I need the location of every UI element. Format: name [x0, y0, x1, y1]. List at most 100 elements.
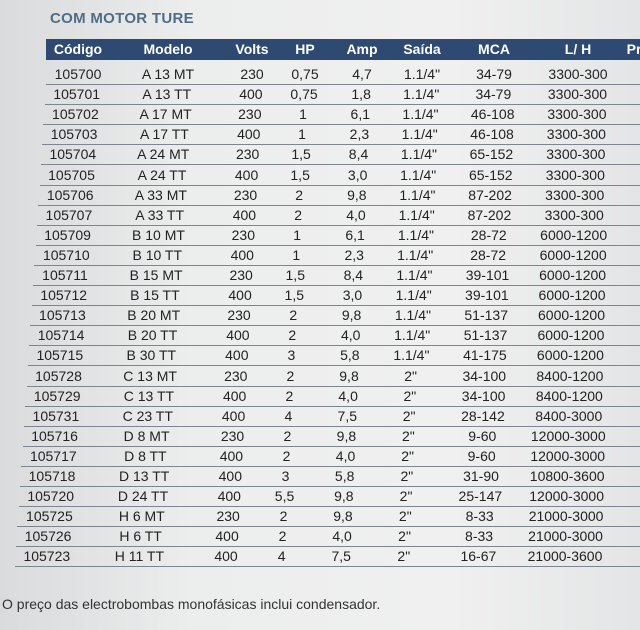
column-header: Modelo [143, 41, 193, 57]
row-line [29, 325, 640, 347]
row-line [31, 285, 640, 307]
cell: 105725 [26, 508, 73, 525]
cell: 105704 [49, 146, 97, 163]
cell: 2" [401, 427, 415, 444]
cell: 8-33 [465, 508, 494, 525]
cell: 2 [295, 186, 304, 203]
cell: 8400-1200 [535, 387, 603, 404]
cell: 65-152 [469, 146, 514, 163]
cell: 105710 [42, 246, 90, 263]
row-line [38, 185, 640, 206]
row-line [44, 84, 640, 106]
cell: 1.1/4" [403, 86, 440, 103]
row-line [21, 446, 640, 467]
cell: 6000-1200 [540, 226, 608, 243]
cell: 1.1/4" [394, 327, 431, 344]
cell: 9,8 [339, 367, 359, 384]
cell: 230 [238, 106, 262, 123]
cell: 1 [299, 106, 307, 123]
cell: A 24 MT [137, 146, 190, 163]
cell: 400 [226, 327, 250, 344]
cell: B 15 MT [129, 267, 183, 283]
column-header: Amp [346, 41, 378, 57]
cell: C 13 MT [123, 367, 177, 384]
cell: 230 [231, 226, 256, 243]
row-line [39, 165, 640, 186]
cell: 3300-300 [547, 86, 608, 103]
cell: 400 [218, 468, 243, 484]
row-line [20, 466, 640, 487]
cell: 9,8 [336, 427, 357, 444]
cell: 5,5 [274, 488, 295, 505]
cell: D 13 TT [119, 468, 170, 484]
row-line [34, 245, 640, 266]
cell: A 13 TT [142, 86, 192, 103]
cell: 105716 [31, 427, 78, 444]
cell: 105731 [32, 407, 80, 424]
cell: 2" [400, 468, 414, 484]
cell: 2" [398, 508, 412, 525]
cell: 28-142 [461, 407, 505, 424]
cell: 46-108 [470, 126, 514, 143]
row-line [46, 64, 640, 85]
cell: A 17 MT [139, 106, 192, 123]
cell: 2 [289, 307, 298, 324]
cell: 105711 [42, 267, 88, 283]
cell: A 33 MT [134, 186, 187, 203]
cell: 1.1/4" [403, 66, 441, 82]
cell: 105709 [44, 226, 91, 243]
cell: D 24 TT [117, 488, 169, 505]
header-bar [46, 39, 640, 60]
cell: 400 [230, 246, 254, 263]
cell: D 8 TT [124, 447, 167, 464]
cell: 4,7 [352, 66, 372, 82]
cell: 3 [287, 347, 296, 364]
cell: 1.1/4" [397, 226, 434, 243]
cell: 3300-300 [544, 206, 604, 223]
cell: 34-100 [461, 387, 506, 404]
cell: 9,8 [334, 488, 354, 505]
cell: 400 [232, 206, 257, 223]
cell: 6000-1200 [536, 347, 604, 364]
cell: 3 [281, 468, 290, 484]
row-line [23, 406, 640, 427]
cell: 6000-1200 [538, 287, 606, 304]
row-line [36, 205, 640, 226]
row-line [18, 486, 640, 508]
cell: 21000-3000 [528, 528, 603, 545]
cell: 230 [224, 367, 248, 384]
cell: 5,8 [340, 347, 360, 364]
cell: 87-202 [468, 186, 512, 203]
cell: 105706 [46, 186, 94, 203]
cell: 2" [399, 488, 413, 505]
cell: 9,8 [333, 508, 353, 525]
cell: 8-33 [465, 528, 494, 545]
cell: 87-202 [467, 206, 512, 223]
cell: 2" [403, 387, 417, 404]
cell: 4 [277, 548, 286, 565]
cell: 7,5 [337, 407, 357, 424]
cell: 2 [283, 427, 292, 444]
cell: 230 [240, 66, 264, 82]
cell: 1.1/4" [400, 146, 438, 163]
cell: 105728 [35, 367, 82, 384]
row-line [42, 124, 640, 146]
cell: 1,5 [291, 146, 311, 163]
cell: 1.1/4" [397, 246, 434, 263]
cell: 400 [222, 387, 247, 404]
cell: B 15 TT [130, 287, 180, 304]
row-line [17, 506, 640, 528]
row-line [27, 345, 640, 367]
column-header: L/ H [564, 41, 592, 57]
column-header: Código [53, 41, 103, 57]
cell: 8,4 [348, 146, 369, 163]
cell: B 10 MT [132, 226, 185, 243]
cell: 105723 [23, 548, 71, 565]
cell: 1.1/4" [402, 106, 439, 123]
cell: A 17 TT [140, 126, 189, 143]
cell: 1 [292, 246, 301, 263]
cell: A 13 MT [141, 66, 195, 82]
cell: 28-72 [470, 246, 507, 263]
cell: 3300-300 [545, 166, 605, 183]
